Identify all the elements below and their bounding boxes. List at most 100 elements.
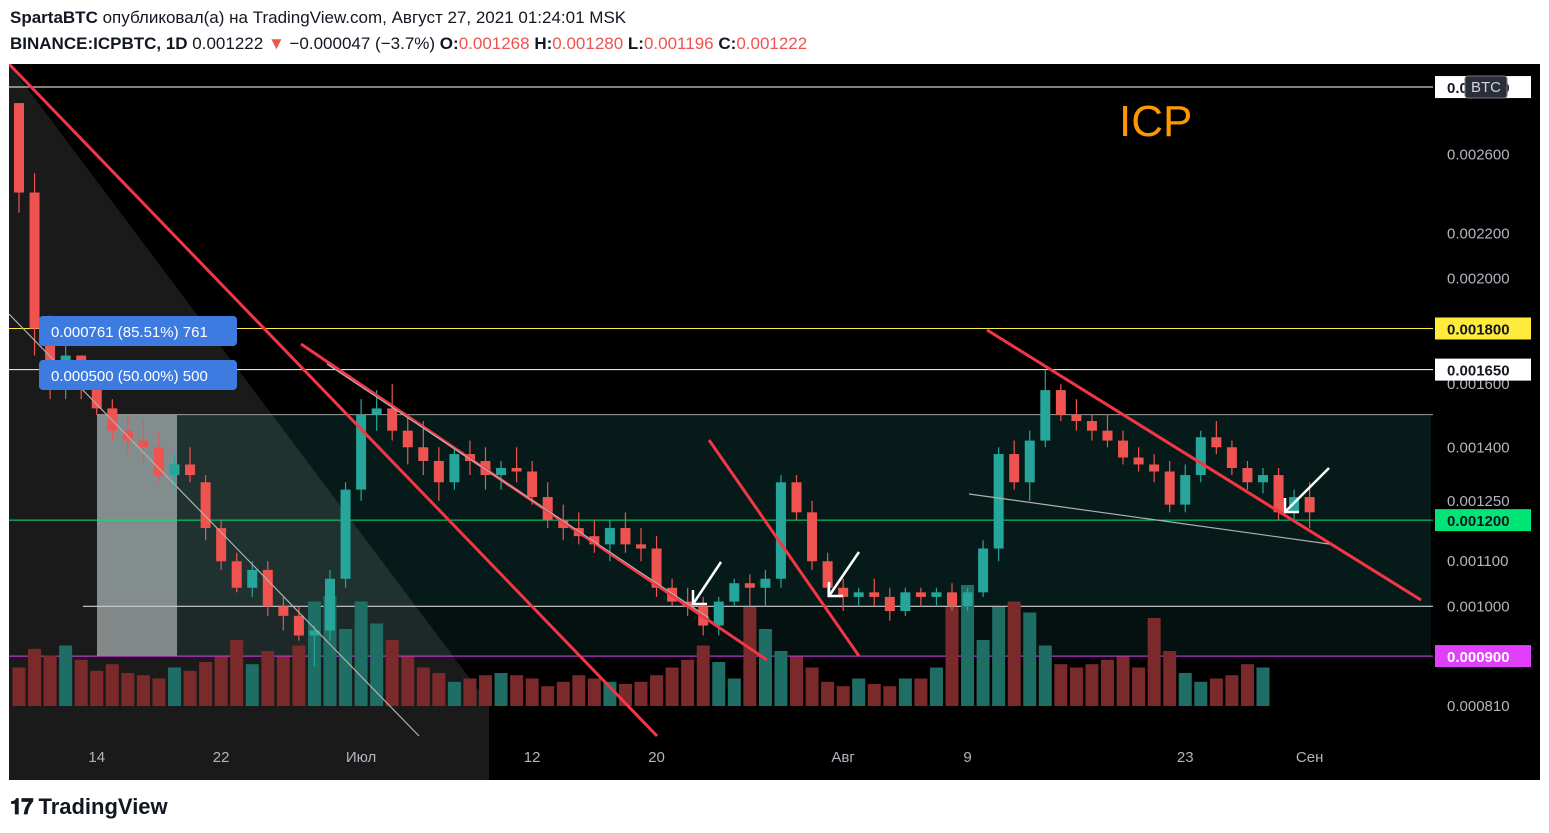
volume-bar — [1194, 681, 1208, 706]
chart-title: ICP — [1119, 97, 1192, 146]
volume-bar — [1038, 645, 1052, 706]
candle-body — [91, 384, 102, 409]
down-arrow-icon: ▼ — [267, 34, 285, 53]
candle-body — [1289, 497, 1300, 513]
volume-bar — [370, 623, 384, 706]
channel-line — [326, 363, 710, 619]
candle-body — [1071, 414, 1082, 422]
candle-body — [527, 471, 538, 498]
candle-body — [1102, 430, 1113, 441]
y-tick-label: 0.002600 — [1447, 147, 1510, 164]
volume-bar — [214, 656, 228, 706]
candle-body — [153, 447, 164, 476]
chart-svg[interactable]: 0.000761 (85.51%) 761 0.000500 (50.00%) 5… — [9, 64, 1540, 780]
candle-body — [1164, 471, 1175, 505]
candle-body — [309, 630, 320, 636]
measure-label-text: 0.000761 (85.51%) 761 — [51, 324, 208, 341]
candle-body — [760, 578, 771, 588]
volume-bar — [12, 667, 26, 706]
candle-body — [138, 440, 149, 448]
candle-body — [200, 482, 211, 529]
chart-pane[interactable]: 0.000761 (85.51%) 761 0.000500 (50.00%) 5… — [9, 64, 1540, 780]
measure-label-text: 0.000500 (50.00%) 500 — [51, 368, 208, 385]
close-label: C: — [718, 34, 737, 53]
volume-bar — [650, 675, 664, 706]
range-zone — [97, 414, 1431, 607]
volume-bar — [1101, 659, 1114, 706]
open-value: 0.001268 — [458, 34, 530, 53]
candle-body — [185, 464, 196, 476]
x-tick-label: Сен — [1296, 749, 1323, 766]
volume-bar — [401, 656, 415, 706]
volume-bar — [245, 664, 259, 706]
volume-bar — [510, 675, 524, 706]
volume-bar — [292, 645, 306, 706]
open-label: O: — [439, 34, 459, 53]
trend-shade — [9, 64, 489, 780]
candle-body — [978, 548, 989, 593]
candle-body — [262, 569, 273, 607]
author-name[interactable]: SpartaBTC — [10, 8, 98, 27]
currency-badge-text: BTC — [1471, 79, 1501, 96]
volume-bar — [1163, 651, 1177, 706]
x-tick-label: Июл — [346, 749, 376, 766]
candle-body — [1133, 457, 1144, 465]
volume-bar — [883, 686, 897, 706]
price-tag-text: 0.000900 — [1447, 649, 1510, 666]
candle-body — [807, 512, 818, 562]
volume-bar — [1225, 675, 1239, 706]
candle-body — [356, 414, 367, 490]
volume-bar — [541, 686, 555, 706]
x-tick-label: 12 — [524, 749, 541, 766]
candle-body — [511, 467, 522, 472]
trendline — [707, 439, 861, 657]
candle-body — [418, 447, 429, 461]
arrow-head-icon — [1283, 498, 1299, 514]
volume-bar — [976, 640, 990, 706]
candle-body — [589, 536, 600, 545]
candle-body — [775, 482, 786, 579]
volume-bar — [90, 670, 104, 706]
volume-bar — [556, 681, 570, 706]
candle-body — [931, 592, 942, 597]
volume-bar — [603, 681, 617, 706]
volume-bar — [898, 678, 912, 706]
measure-label-box — [39, 360, 237, 390]
ohlc-legend: BINANCE:ICPBTC, 1D 0.001222 ▼ −0.000047 … — [10, 34, 807, 54]
volume-bar — [152, 678, 166, 706]
candle-body — [1118, 440, 1129, 458]
trendline — [986, 328, 1422, 602]
arrow-icon — [1284, 467, 1330, 513]
candle-body — [915, 592, 926, 597]
candle-body — [651, 548, 662, 588]
candle-body — [371, 408, 382, 415]
candle-body — [1211, 437, 1222, 448]
volume-bar — [385, 640, 399, 706]
symbol-label: BINANCE:ICPBTC, 1D — [10, 34, 188, 53]
candle-body — [247, 569, 258, 588]
volume-bar — [199, 662, 213, 706]
candle-body — [822, 561, 833, 588]
volume-bar — [1023, 612, 1037, 706]
candle-body — [1086, 421, 1097, 431]
candle-body — [542, 497, 553, 521]
volume-bar — [992, 607, 1006, 706]
volume-bar — [28, 648, 42, 706]
trendline — [9, 64, 659, 738]
candle-body — [962, 592, 973, 607]
candle-body — [216, 528, 227, 562]
volume-bar — [494, 673, 508, 706]
x-tick-label: Авг — [831, 749, 855, 766]
volume-bar — [1209, 678, 1223, 706]
brand-name: TradingView — [38, 794, 168, 819]
volume-bar — [1147, 618, 1161, 706]
candle-body — [1024, 440, 1035, 483]
candle-body — [278, 606, 289, 616]
volume-bar — [1178, 673, 1192, 706]
volume-bar — [105, 664, 119, 706]
arrow-icon — [691, 561, 723, 605]
volume-bar — [1256, 667, 1270, 706]
candle-body — [387, 408, 398, 431]
volume-bar — [867, 684, 881, 706]
volume-bar — [790, 656, 803, 706]
